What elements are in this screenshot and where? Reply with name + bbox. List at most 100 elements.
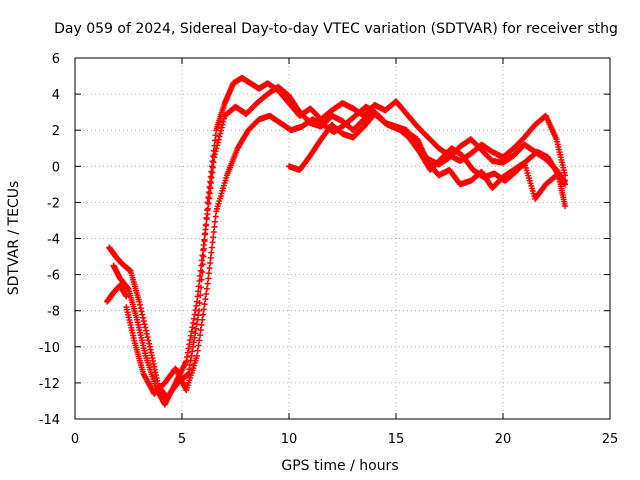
trace-marker bbox=[192, 307, 199, 314]
y-tick-label: -2 bbox=[47, 196, 60, 211]
tick-labels: 0 5 10 15 20 25 -14 -12 -10 -8 -6 -4 -2 0 2 4 6 bbox=[39, 52, 619, 447]
trace-marker bbox=[188, 352, 195, 359]
trace-marker bbox=[209, 164, 216, 171]
trace-marker bbox=[210, 159, 217, 166]
trace-marker bbox=[142, 324, 149, 331]
data-point bbox=[193, 298, 200, 305]
trace-marker bbox=[203, 290, 210, 297]
y-tick-label: 6 bbox=[52, 52, 60, 67]
trace-marker bbox=[200, 311, 207, 318]
trace-marker bbox=[214, 139, 221, 146]
trace-marker bbox=[187, 336, 194, 343]
trace-marker bbox=[206, 195, 213, 202]
trace-marker bbox=[145, 337, 152, 344]
trace-marker bbox=[205, 275, 212, 282]
trace-marker bbox=[207, 259, 214, 266]
data-point bbox=[562, 177, 569, 184]
trace-marker bbox=[204, 211, 211, 218]
trace-marker bbox=[215, 136, 222, 143]
trace-marker bbox=[146, 340, 153, 347]
trace-marker bbox=[190, 319, 197, 326]
trace-marker bbox=[208, 249, 215, 256]
trace-marker bbox=[201, 236, 208, 243]
trace-marker bbox=[190, 315, 197, 322]
trace-marker bbox=[195, 283, 202, 290]
trace-marker bbox=[200, 306, 207, 313]
trace-marker bbox=[193, 302, 200, 309]
trace-marker bbox=[221, 115, 228, 122]
trace-marker bbox=[220, 118, 227, 125]
trace-marker bbox=[190, 343, 197, 350]
x-tick-label: 20 bbox=[495, 432, 512, 447]
trace-marker bbox=[214, 142, 221, 149]
trace-marker bbox=[198, 257, 205, 264]
trace-marker bbox=[199, 316, 206, 323]
trace-marker bbox=[201, 301, 208, 308]
trace-marker bbox=[200, 241, 207, 248]
trace-marker bbox=[205, 270, 212, 277]
y-tick-label: -8 bbox=[47, 305, 60, 320]
trace-marker bbox=[188, 328, 195, 335]
trace-marker bbox=[212, 218, 219, 225]
trace-marker bbox=[186, 341, 193, 348]
trace-marker bbox=[191, 311, 198, 318]
series-track-1 bbox=[106, 74, 569, 401]
trace-marker bbox=[205, 200, 212, 207]
trace-marker bbox=[194, 347, 201, 354]
y-tick-label: -4 bbox=[47, 233, 60, 248]
trace-marker bbox=[197, 272, 204, 279]
trace-marker bbox=[216, 133, 223, 140]
data-points bbox=[104, 74, 569, 408]
trace-marker bbox=[138, 308, 145, 315]
trace-marker bbox=[198, 262, 205, 269]
trace-marker bbox=[218, 124, 225, 131]
trace-marker bbox=[206, 190, 213, 197]
trace-marker bbox=[193, 325, 200, 332]
trace-marker bbox=[207, 254, 214, 261]
trace-marker bbox=[208, 174, 215, 181]
trace-marker bbox=[202, 296, 209, 303]
trace-marker bbox=[203, 216, 210, 223]
trace-marker bbox=[210, 234, 217, 241]
trace-marker bbox=[196, 278, 203, 285]
trace-marker bbox=[208, 180, 215, 187]
data-point bbox=[183, 358, 190, 365]
trace-marker bbox=[196, 337, 203, 344]
trace-marker bbox=[186, 366, 193, 373]
grid bbox=[75, 58, 610, 419]
data-point bbox=[193, 352, 200, 359]
x-axis-label: GPS time / hours bbox=[281, 458, 398, 474]
trace-marker bbox=[141, 321, 148, 328]
y-tick-label: 4 bbox=[52, 88, 60, 103]
trace-marker bbox=[186, 361, 193, 368]
trace-marker bbox=[189, 324, 196, 331]
trace-marker bbox=[140, 318, 147, 325]
trace-marker bbox=[195, 288, 202, 295]
trace-marker bbox=[189, 348, 196, 355]
trace-marker bbox=[208, 244, 215, 251]
data-point bbox=[562, 203, 569, 210]
trace-marker bbox=[185, 345, 192, 352]
data-point bbox=[202, 226, 209, 233]
trace-marker bbox=[203, 285, 210, 292]
trace-marker bbox=[200, 247, 207, 254]
y-tick-label: -12 bbox=[39, 377, 60, 392]
x-tick-label: 5 bbox=[178, 432, 186, 447]
x-tick-label: 15 bbox=[388, 432, 405, 447]
trace-marker bbox=[199, 252, 206, 259]
chart-title: Day 059 of 2024, Sidereal Day-to-day VTE… bbox=[54, 21, 618, 37]
trace-marker bbox=[187, 332, 194, 339]
trace-marker bbox=[137, 305, 144, 312]
x-tick-label: 10 bbox=[281, 432, 298, 447]
trace-marker bbox=[184, 349, 191, 356]
trace-marker bbox=[194, 293, 201, 300]
trace-marker bbox=[211, 223, 218, 230]
x-tick-label: 25 bbox=[602, 432, 619, 447]
trace-marker bbox=[139, 311, 146, 318]
trace-marker bbox=[184, 353, 191, 360]
trace-marker bbox=[143, 327, 150, 334]
series-track-4 bbox=[104, 110, 569, 305]
trace-marker bbox=[140, 314, 147, 321]
trace-marker bbox=[192, 330, 199, 337]
